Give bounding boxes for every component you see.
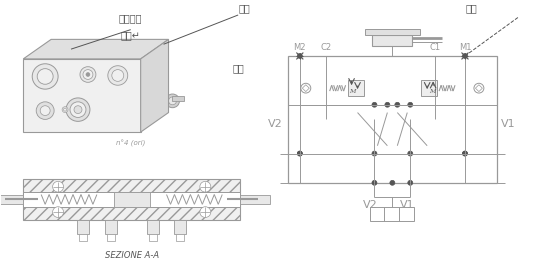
Circle shape bbox=[112, 70, 124, 81]
Bar bbox=[114, 192, 150, 207]
Circle shape bbox=[67, 45, 75, 53]
Circle shape bbox=[395, 102, 400, 107]
Circle shape bbox=[372, 151, 377, 156]
Circle shape bbox=[53, 207, 64, 218]
Polygon shape bbox=[140, 39, 168, 132]
Circle shape bbox=[385, 102, 390, 107]
Circle shape bbox=[64, 42, 78, 56]
Text: V2: V2 bbox=[268, 119, 283, 129]
Text: M1: M1 bbox=[459, 43, 471, 52]
Polygon shape bbox=[23, 39, 168, 59]
Circle shape bbox=[80, 67, 96, 82]
Circle shape bbox=[74, 106, 82, 114]
Text: n°4 (ori): n°4 (ori) bbox=[116, 140, 145, 147]
Text: V1: V1 bbox=[501, 119, 516, 129]
Text: C1: C1 bbox=[429, 43, 441, 52]
Circle shape bbox=[200, 207, 211, 218]
Text: 油口↵: 油口↵ bbox=[121, 31, 140, 41]
Bar bbox=[23, 179, 240, 220]
Bar bbox=[173, 96, 184, 101]
Text: 管路连接: 管路连接 bbox=[119, 13, 143, 23]
Bar bbox=[175, 220, 187, 234]
Circle shape bbox=[66, 98, 90, 121]
Circle shape bbox=[463, 54, 467, 58]
Circle shape bbox=[408, 102, 413, 107]
Circle shape bbox=[390, 180, 395, 185]
Bar bbox=[240, 195, 270, 204]
Circle shape bbox=[372, 180, 377, 185]
Circle shape bbox=[463, 151, 467, 156]
Text: V2: V2 bbox=[362, 200, 377, 210]
Bar bbox=[176, 234, 184, 241]
Bar bbox=[23, 59, 140, 132]
Circle shape bbox=[70, 48, 72, 51]
Circle shape bbox=[108, 66, 128, 85]
Text: SEZIONE A-A: SEZIONE A-A bbox=[105, 251, 159, 260]
Bar bbox=[148, 234, 157, 241]
Text: V1: V1 bbox=[400, 200, 415, 210]
Text: 阀体: 阀体 bbox=[238, 3, 250, 13]
Bar bbox=[23, 192, 240, 207]
Bar bbox=[107, 234, 115, 241]
Circle shape bbox=[40, 106, 50, 115]
Text: M: M bbox=[429, 89, 435, 94]
Bar bbox=[77, 220, 89, 234]
Text: 阀芯: 阀芯 bbox=[232, 64, 244, 74]
Circle shape bbox=[37, 69, 53, 84]
Circle shape bbox=[86, 73, 90, 76]
Circle shape bbox=[83, 70, 93, 79]
Circle shape bbox=[137, 48, 140, 51]
Circle shape bbox=[105, 48, 107, 51]
Circle shape bbox=[200, 181, 211, 192]
Circle shape bbox=[168, 97, 176, 105]
Text: M: M bbox=[349, 89, 356, 94]
Bar bbox=[79, 234, 87, 241]
Bar bbox=[288, 56, 497, 183]
Circle shape bbox=[53, 181, 64, 192]
Circle shape bbox=[132, 42, 146, 56]
Circle shape bbox=[32, 64, 58, 89]
Circle shape bbox=[135, 45, 143, 53]
Circle shape bbox=[408, 151, 413, 156]
Bar bbox=[0, 195, 23, 204]
Bar bbox=[370, 207, 414, 221]
Bar bbox=[105, 220, 117, 234]
Circle shape bbox=[62, 107, 68, 112]
Circle shape bbox=[297, 151, 302, 156]
Circle shape bbox=[463, 151, 467, 156]
Circle shape bbox=[408, 180, 413, 185]
Bar bbox=[373, 34, 412, 46]
Circle shape bbox=[297, 151, 302, 156]
Circle shape bbox=[297, 54, 302, 58]
Circle shape bbox=[64, 108, 66, 111]
Text: C2: C2 bbox=[320, 43, 331, 52]
Bar bbox=[347, 80, 363, 96]
Text: 阀芯: 阀芯 bbox=[466, 3, 478, 13]
Bar bbox=[366, 29, 420, 34]
Circle shape bbox=[99, 42, 113, 56]
Circle shape bbox=[102, 45, 110, 53]
Circle shape bbox=[166, 94, 180, 108]
Bar bbox=[147, 220, 159, 234]
Circle shape bbox=[372, 102, 377, 107]
Text: M2: M2 bbox=[294, 43, 306, 52]
Bar bbox=[421, 80, 437, 96]
Circle shape bbox=[36, 102, 54, 119]
Circle shape bbox=[70, 102, 86, 117]
